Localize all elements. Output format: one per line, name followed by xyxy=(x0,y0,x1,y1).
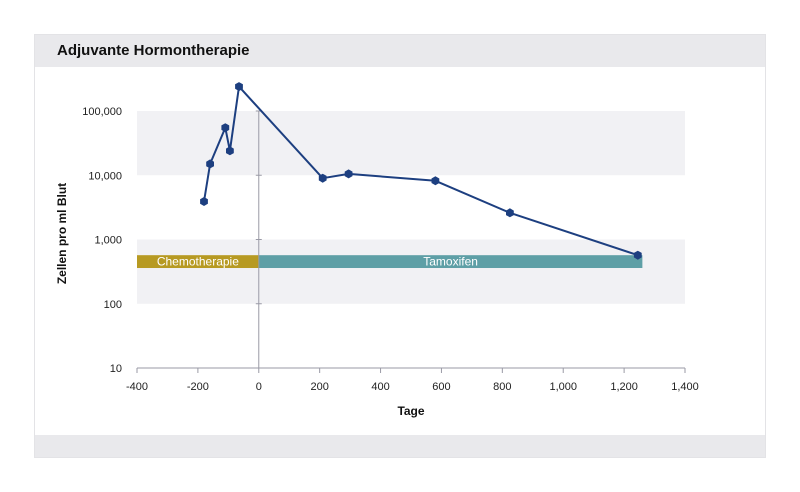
x-tick-label: -200 xyxy=(187,381,209,393)
treatment-bar-1 xyxy=(258,255,643,269)
y-axis-title: Zellen pro ml Blut xyxy=(55,183,69,284)
background-band-1 xyxy=(137,239,685,304)
data-point xyxy=(221,123,230,133)
x-tick-label: 600 xyxy=(432,381,450,393)
data-point xyxy=(206,159,214,169)
y-tick-label: 1,000 xyxy=(94,235,122,247)
x-tick-label: 200 xyxy=(310,381,328,393)
card-footer xyxy=(35,435,765,457)
treatment-label-0: Chemotherapie xyxy=(157,255,239,269)
treatment-bar-0 xyxy=(137,255,259,269)
data-point xyxy=(506,208,514,218)
x-tick-label: -400 xyxy=(126,381,148,393)
x-tick-label: 0 xyxy=(256,381,262,393)
series-line xyxy=(203,85,639,257)
data-point xyxy=(318,173,327,183)
y-tick-label: 100,000 xyxy=(82,106,122,118)
data-point xyxy=(200,197,208,206)
x-tick-label: 1,000 xyxy=(549,381,577,393)
x-tick-label: 1,400 xyxy=(671,381,699,393)
data-point xyxy=(235,82,243,92)
data-point xyxy=(226,146,234,156)
x-axis-title: Tage xyxy=(397,404,424,418)
data-point xyxy=(431,176,440,186)
axes xyxy=(136,110,686,373)
x-tick-label: 400 xyxy=(371,381,389,393)
series-points xyxy=(200,82,642,260)
tick-labels: -400 -200 0 200 400 600 800 1,000 1,200 1,400 10 10… xyxy=(82,106,699,393)
x-tick-label: 1,200 xyxy=(610,381,638,393)
data-point xyxy=(633,250,642,260)
y-tick-label: 100 xyxy=(104,299,122,311)
chart-title: Adjuvante Hormontherapie xyxy=(57,42,250,59)
y-tick-label: 10 xyxy=(110,363,122,375)
x-tick-label: 800 xyxy=(493,381,511,393)
treatment-label-1: Tamoxifen xyxy=(423,255,478,269)
series-lines xyxy=(203,85,639,257)
y-tick-label: 10,000 xyxy=(88,170,122,182)
treatment-bars: Chemotherapie Tamoxifen xyxy=(137,255,643,269)
data-point xyxy=(344,169,353,179)
card-header: Adjuvante Hormontherapie xyxy=(35,35,765,67)
